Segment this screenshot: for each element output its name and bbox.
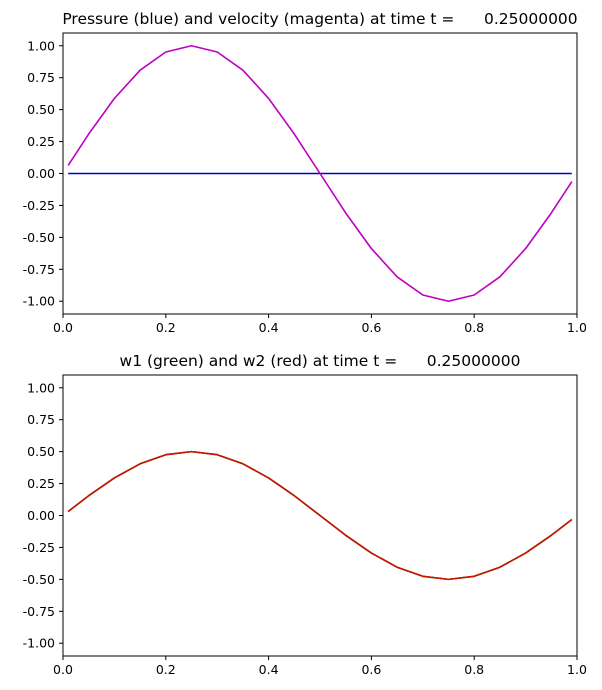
y-tick-label: -0.75 <box>23 262 55 277</box>
y-tick-label: 0.75 <box>27 412 55 427</box>
y-tick-label: 0.25 <box>27 134 55 149</box>
series-line-1 <box>67 44 573 303</box>
pressure-velocity-plot: Pressure (blue) and velocity (magenta) a… <box>23 10 587 335</box>
y-tick-label: -1.00 <box>23 636 55 651</box>
series-line-1 <box>67 450 573 581</box>
y-tick-label: 0.25 <box>27 476 55 491</box>
x-tick-label: 0.2 <box>156 662 176 677</box>
y-tick-label: -0.50 <box>23 230 55 245</box>
y-tick-label: 1.00 <box>27 38 55 53</box>
plot-title: Pressure (blue) and velocity (magenta) a… <box>62 10 577 28</box>
y-tick-label: -0.75 <box>23 604 55 619</box>
y-tick-label: -1.00 <box>23 294 55 309</box>
y-tick-label: -0.25 <box>23 540 55 555</box>
plot-title: w1 (green) and w2 (red) at time t = 0.25… <box>120 352 521 370</box>
x-tick-label: 0.4 <box>259 320 279 335</box>
y-tick-label: -0.50 <box>23 572 55 587</box>
x-tick-label: 0.8 <box>464 320 484 335</box>
y-tick-label: 0.00 <box>27 166 55 181</box>
y-tick-label: 0.50 <box>27 444 55 459</box>
x-tick-label: 0.2 <box>156 320 176 335</box>
y-tick-label: 0.75 <box>27 70 55 85</box>
w1-w2-plot: w1 (green) and w2 (red) at time t = 0.25… <box>23 352 587 677</box>
y-tick-label: 1.00 <box>27 380 55 395</box>
x-tick-label: 0.4 <box>259 662 279 677</box>
y-tick-label: -0.25 <box>23 198 55 213</box>
x-tick-label: 1.0 <box>567 320 587 335</box>
x-tick-label: 0.0 <box>53 320 73 335</box>
x-tick-label: 0.6 <box>361 320 381 335</box>
x-tick-label: 0.0 <box>53 662 73 677</box>
y-tick-label: 0.50 <box>27 102 55 117</box>
y-tick-label: 0.00 <box>27 508 55 523</box>
x-tick-label: 0.8 <box>464 662 484 677</box>
x-tick-label: 0.6 <box>361 662 381 677</box>
x-tick-label: 1.0 <box>567 662 587 677</box>
